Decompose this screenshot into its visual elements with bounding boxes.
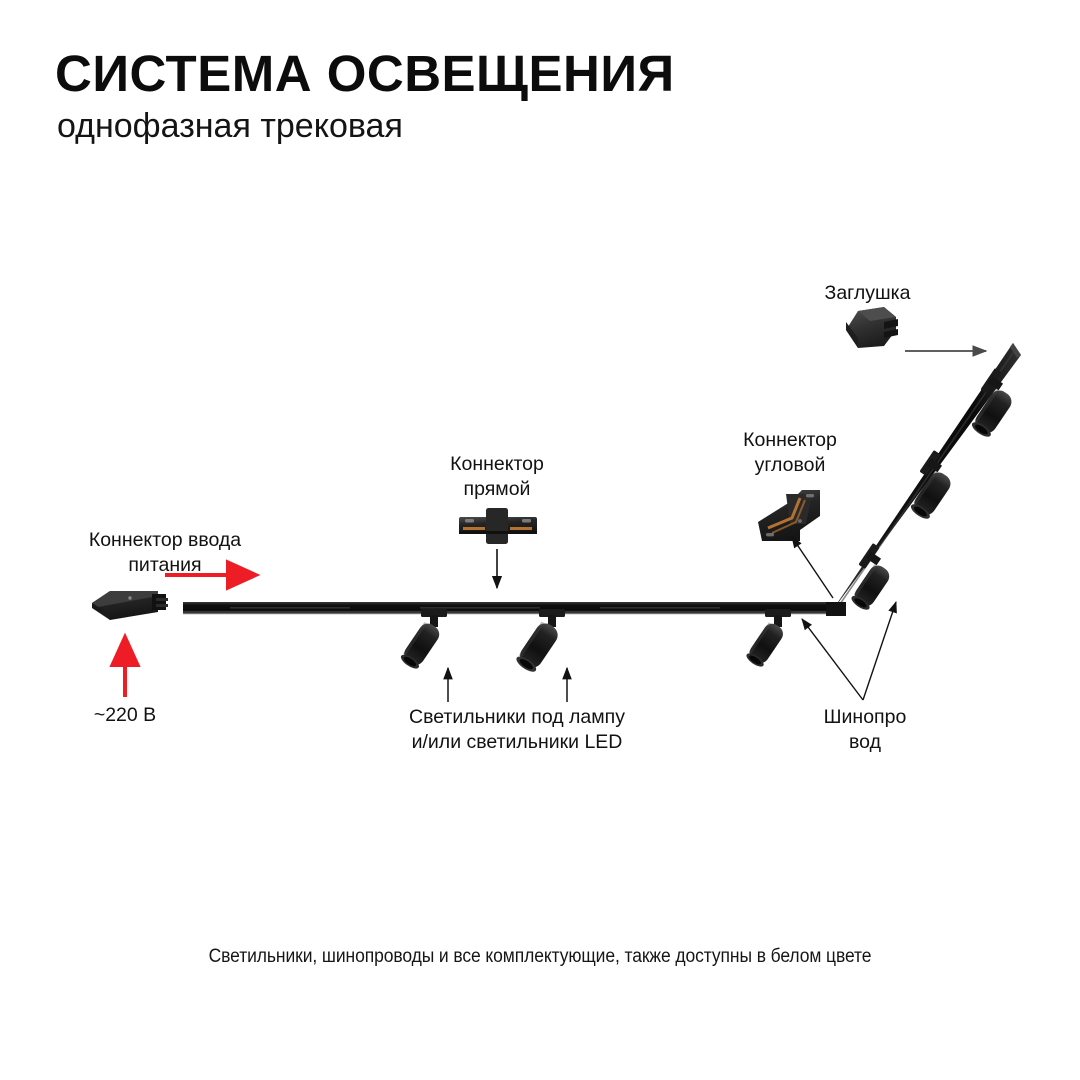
straight-connector-part (459, 508, 537, 544)
header: СИСТЕМА ОСВЕЩЕНИЯ однофазная трековая (55, 48, 675, 143)
label-end-cap: Заглушка (824, 282, 911, 304)
horizontal-busbar-track (183, 602, 840, 615)
label-power-connector: Коннектор ввода питания (88, 529, 242, 576)
footer-note: Светильники, шинопроводы и все комплекту… (208, 946, 872, 967)
arrow-corner-connector-leader (791, 536, 834, 599)
spotlight-6 (971, 368, 1012, 437)
label-corner-connector: Коннектор угловой (743, 429, 837, 476)
track-corner-joint (826, 602, 846, 616)
arrow-busbar-to-diagonal (862, 600, 897, 701)
label-busbar: Шинопро вод (823, 706, 907, 753)
arrow-busbar-to-horizontal (801, 618, 864, 701)
spotlight-5 (910, 450, 951, 519)
spotlight-3 (746, 609, 791, 667)
label-luminaires: Светильники под лампу и/или светильники … (409, 706, 625, 753)
label-straight-connector: Коннектор прямой (450, 453, 544, 500)
page-title: СИСТЕМА ОСВЕЩЕНИЯ (55, 45, 675, 102)
corner-connector-part (758, 490, 820, 541)
end-cap-part (846, 307, 898, 348)
power-input-connector-part (92, 591, 168, 620)
spotlight-4 (851, 543, 890, 610)
page-subtitle: однофазная трековая (57, 107, 403, 145)
label-voltage: ~220 В (93, 704, 157, 726)
spotlight-2 (516, 609, 565, 672)
spotlight-1 (400, 609, 447, 669)
